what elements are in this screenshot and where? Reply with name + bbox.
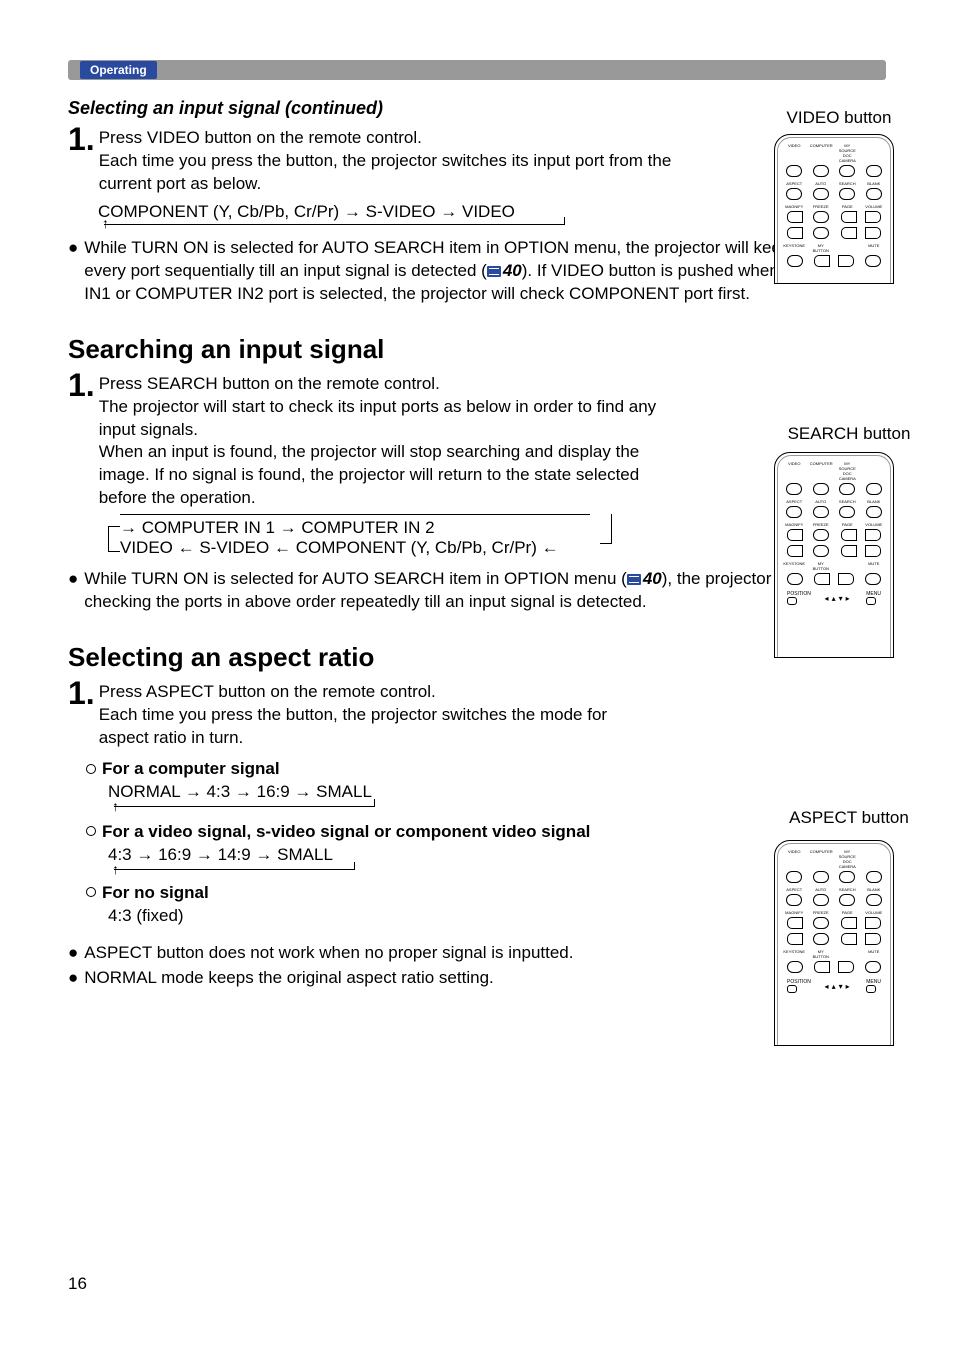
page-ref: 40 (487, 260, 522, 283)
page: Operating Selecting an input signal (con… (0, 0, 954, 1030)
remote-3: VIDEOCOMPUTERMY SOURCE DOC CAMERA ASPECT… (774, 840, 894, 1046)
book-icon (487, 266, 501, 277)
dpad-arrows-icon: ◂▴▾▸ (825, 982, 853, 991)
section2-loop: → COMPUTER IN 1 → COMPUTER IN 2 VIDEO ← … (102, 518, 612, 558)
step-number: 1. (68, 679, 95, 708)
section3-sub1: For a computer signal NORMAL → 4:3 → 16:… (86, 758, 676, 807)
section3-bullet1: ● ASPECT button does not work when no pr… (68, 942, 886, 965)
bullet-dot-icon: ● (68, 967, 78, 990)
up-arrow-icon: ↑ (112, 797, 119, 816)
section1-bullet: ● While TURN ON is selected for AUTO SEA… (68, 237, 886, 306)
step-line: Each time you press the button, the proj… (99, 151, 672, 193)
remote-2: VIDEOCOMPUTERMY SOURCE DOC CAMERA ASPECT… (774, 452, 894, 658)
bullet-dot-icon: ● (68, 237, 78, 306)
step-line: Press ASPECT button on the remote contro… (99, 682, 436, 701)
up-arrow-icon: ↑ (112, 860, 119, 879)
up-arrow-icon: ↑ (102, 215, 109, 231)
circle-bullet-icon (86, 826, 96, 836)
step-body: The projector will start to check its in… (99, 397, 656, 508)
page-number: 16 (68, 1274, 87, 1294)
circle-bullet-icon (86, 887, 96, 897)
section1-chain: COMPONENT (Y, Cb/Pb, Cr/Pr) → S-VIDEO → … (98, 202, 886, 225)
dpad-arrows-icon: ◂▴▾▸ (825, 594, 853, 603)
video-button-label: VIDEO button (764, 108, 914, 128)
page-ref: 40 (627, 568, 662, 591)
section2-heading: Searching an input signal (68, 334, 886, 365)
section1-step: 1. Press VIDEO button on the remote cont… (68, 125, 688, 196)
operating-pill: Operating (80, 61, 157, 79)
section3-sub2: For a video signal, s-video signal or co… (86, 821, 676, 870)
circle-bullet-icon (86, 764, 96, 774)
section3-heading: Selecting an aspect ratio (68, 642, 886, 673)
step-number: 1. (68, 125, 95, 154)
section3-step: 1. Press ASPECT button on the remote con… (68, 679, 658, 750)
section3-sub3: For no signal 4:3 (fixed) (86, 882, 676, 928)
section2-bullet: ● While TURN ON is selected for AUTO SEA… (68, 568, 886, 614)
book-icon (627, 574, 641, 585)
aspect-button-label: ASPECT button (774, 808, 924, 828)
remote-btn (786, 165, 802, 177)
step-number: 1. (68, 371, 95, 400)
bullet-dot-icon: ● (68, 568, 78, 614)
step-line: Press SEARCH button on the remote contro… (99, 374, 440, 393)
step-line: Press VIDEO button on the remote control… (99, 128, 422, 147)
remote-1: VIDEOCOMPUTERMY SOURCE DOC CAMERA ASPECT… (774, 134, 894, 284)
operating-bar: Operating (68, 60, 886, 80)
search-button-label: SEARCH button (774, 424, 924, 444)
section2-step: 1. Press SEARCH button on the remote con… (68, 371, 658, 511)
bullet-dot-icon: ● (68, 942, 78, 965)
step-line: Each time you press the button, the proj… (99, 705, 607, 747)
section3-bullet2: ● NORMAL mode keeps the original aspect … (68, 967, 886, 990)
